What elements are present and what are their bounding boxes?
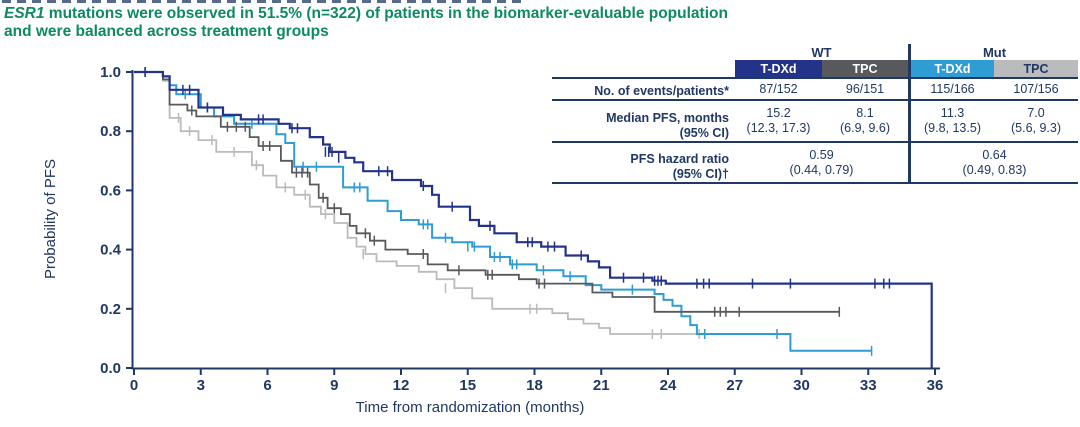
curve-wt-tdxd <box>134 67 933 368</box>
group-header-wt: WT <box>811 44 832 60</box>
hr-wt: 0.59 (0.44, 0.79) <box>735 143 908 184</box>
svg-text:1.0: 1.0 <box>100 64 121 81</box>
svg-text:0.4: 0.4 <box>100 242 122 259</box>
svg-text:0: 0 <box>130 377 138 394</box>
events-wt-tpc: 96/151 <box>822 79 908 101</box>
events-wt-tdxd: 87/152 <box>735 79 822 101</box>
header-wt-tdxd: T-DXd <box>735 60 822 79</box>
median-wt-tpc: 8.1 (6.9, 9.6) <box>822 101 908 143</box>
header-wt-tpc: TPC <box>822 60 908 79</box>
svg-text:9: 9 <box>330 377 338 394</box>
slide-title: ESR1 mutations were observed in 51.5% (n… <box>4 5 728 41</box>
clipped-text-remnant <box>2 0 522 3</box>
median-wt-tdxd: 15.2 (12.3, 17.3) <box>735 101 822 143</box>
y-axis-title: Probability of PFS <box>42 159 59 279</box>
svg-text:3: 3 <box>197 377 205 394</box>
events-mut-tdxd: 115/166 <box>908 79 994 101</box>
svg-text:36: 36 <box>927 377 944 394</box>
axes <box>126 70 940 375</box>
x-axis-title: Time from randomization (months) <box>356 399 585 416</box>
svg-text:6: 6 <box>263 377 271 394</box>
median-mut-tdxd: 11.3 (9.8, 13.5) <box>908 101 994 143</box>
gene-name-italic: ESR1 <box>4 5 45 22</box>
svg-text:0.8: 0.8 <box>100 123 121 140</box>
svg-text:18: 18 <box>526 377 543 394</box>
svg-text:27: 27 <box>726 377 743 394</box>
curve-path-wt-tpc <box>134 71 840 313</box>
svg-text:0.6: 0.6 <box>100 182 121 199</box>
curve-path-wt-tdxd <box>134 70 933 368</box>
slide-title-line1: ESR1 mutations were observed in 51.5% (n… <box>4 5 728 22</box>
group-header-mut: Mut <box>908 44 1078 60</box>
svg-text:30: 30 <box>793 377 810 394</box>
curve-path-mut-tpc <box>134 71 711 335</box>
header-mut-tdxd: T-DXd <box>908 60 994 79</box>
header-mut-tpc: TPC <box>994 60 1078 79</box>
events-mut-tpc: 107/156 <box>994 79 1078 101</box>
svg-text:33: 33 <box>860 377 877 394</box>
median-mut-tpc: 7.0 (5.6, 9.3) <box>994 101 1078 143</box>
svg-text:0.0: 0.0 <box>100 360 121 377</box>
table-corner-blank <box>552 44 735 60</box>
curve-wt-tpc <box>134 71 841 317</box>
hr-mut: 0.64 (0.49, 0.83) <box>908 143 1078 184</box>
header-blank <box>552 60 735 79</box>
svg-text:21: 21 <box>593 377 610 394</box>
median-row-label: Median PFS, months (95% CI) <box>552 101 735 143</box>
slide-title-line2: and were balanced across treatment group… <box>4 23 329 40</box>
svg-text:15: 15 <box>459 377 476 394</box>
svg-text:12: 12 <box>393 377 410 394</box>
events-row-label: No. of events/patients* <box>552 79 735 101</box>
svg-text:0.2: 0.2 <box>100 301 121 318</box>
svg-text:24: 24 <box>660 377 677 394</box>
tick-labels: 0 3 6 9 12 15 18 21 24 27 30 33 360.00.20.40.60.81.0 <box>100 64 943 394</box>
results-table: WT Mut T-DXd TPC T-DXd TPC No. of events… <box>552 44 1078 184</box>
hr-row-label: PFS hazard ratio (95% CI)† <box>552 143 735 184</box>
